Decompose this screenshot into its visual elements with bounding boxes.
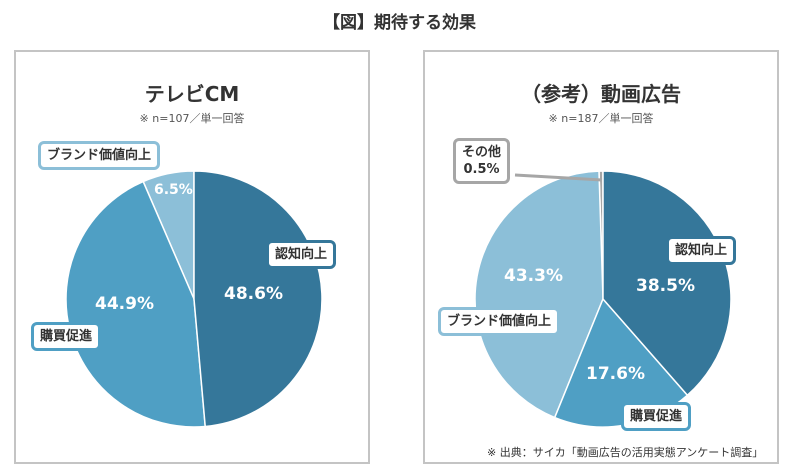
legend-callout: 購買促進 <box>621 402 692 431</box>
pie-slice-ブランド価値向上 <box>474 170 604 419</box>
other-label: その他 <box>462 145 502 160</box>
pie-slice-認知向上 <box>193 170 323 428</box>
other-leader-line <box>514 173 603 182</box>
data-label: 38.5% <box>636 276 695 296</box>
tv-cm-panel: テレビCM ※ n=107／単一回答 <box>14 50 370 464</box>
data-label: 43.3% <box>504 266 563 286</box>
data-label: 17.6% <box>586 364 645 384</box>
video-ad-panel: （参考）動画広告 ※ n=187／単一回答 <box>423 50 779 464</box>
legend-callout: ブランド価値向上 <box>38 141 161 170</box>
data-label: 48.6% <box>224 284 283 304</box>
legend-callout: ブランド価値向上 <box>438 307 561 336</box>
legend-callout: 認知向上 <box>666 236 737 265</box>
legend-callout-other: その他 0.5% <box>453 138 511 184</box>
legend-callout: 購買促進 <box>31 322 102 351</box>
chart-title: （参考）動画広告 <box>521 82 681 106</box>
chart-title: テレビCM <box>144 82 240 106</box>
data-label: 6.5% <box>154 182 193 198</box>
chart-subtitle: ※ n=107／単一回答 <box>139 112 245 125</box>
data-label: 44.9% <box>95 294 154 314</box>
figure-title: 【図】期待する効果 <box>323 13 476 33</box>
legend-callout: 認知向上 <box>266 240 337 269</box>
footnote: ※ 出典：サイカ「動画広告の活用実態アンケート調査」 <box>487 446 764 459</box>
chart-subtitle: ※ n=187／単一回答 <box>548 112 654 125</box>
other-value: 0.5% <box>463 162 500 177</box>
